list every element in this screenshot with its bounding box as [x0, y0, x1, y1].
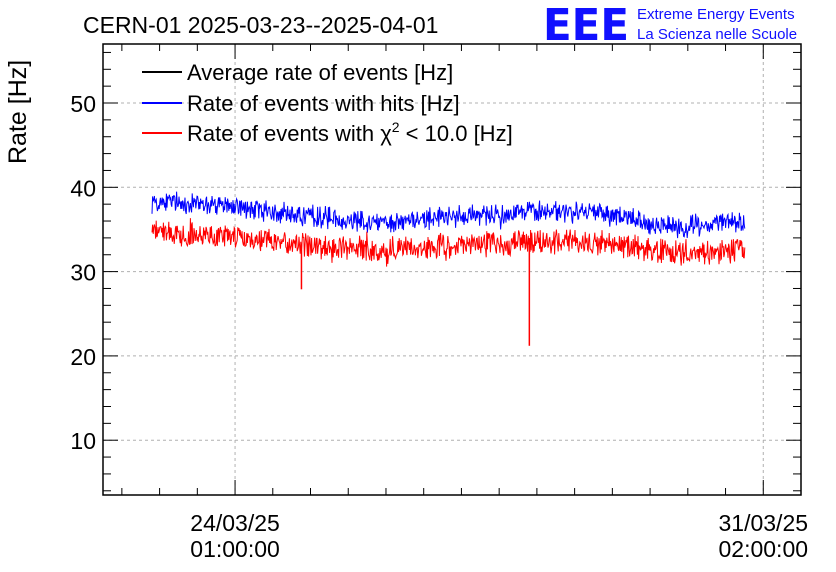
y-tick-label: 10 — [70, 428, 96, 454]
legend-entry-chi2: Rate of events with χ2 < 10.0 [Hz] — [142, 119, 513, 146]
y-tick-labels: 10 20 30 40 50 — [70, 91, 96, 454]
axis-ticks — [103, 44, 802, 495]
plot-frame — [102, 43, 802, 496]
series-chi2 — [151, 218, 746, 346]
legend-entry-average: Average rate of events [Hz] — [142, 60, 453, 85]
x-tick-time: 01:00:00 — [190, 536, 280, 562]
y-axis-label: Rate [Hz] — [4, 60, 32, 164]
y-tick-label: 20 — [70, 344, 96, 370]
series-hits — [151, 191, 746, 239]
x-tick-date: 31/03/25 — [719, 510, 809, 536]
y-tick-label: 30 — [70, 260, 96, 286]
legend-label-average: Average rate of events [Hz] — [187, 60, 453, 85]
legend-label-chi2: Rate of events with χ2 < 10.0 [Hz] — [187, 119, 513, 146]
x-tick-time: 02:00:00 — [719, 536, 809, 562]
logo-mark: EEE — [543, 0, 629, 51]
grid — [103, 44, 801, 495]
eee-logo: EEE Extreme Energy Events La Scienza nel… — [543, 0, 797, 51]
series-layer — [151, 191, 746, 346]
legend-entry-hits: Rate of events with hits [Hz] — [142, 91, 460, 116]
legend-label-hits: Rate of events with hits [Hz] — [187, 91, 460, 116]
logo-line-2: La Scienza nelle Scuole — [637, 26, 797, 43]
legend: Average rate of events [Hz] Rate of even… — [142, 60, 513, 146]
series-line — [151, 191, 746, 239]
y-tick-label: 40 — [70, 175, 96, 201]
chart-title: CERN-01 2025-03-23--2025-04-01 — [83, 12, 438, 38]
logo-line-1: Extreme Energy Events — [637, 6, 795, 23]
x-tick-date: 24/03/25 — [190, 510, 280, 536]
y-tick-label: 50 — [70, 91, 96, 117]
series-line — [151, 218, 746, 267]
